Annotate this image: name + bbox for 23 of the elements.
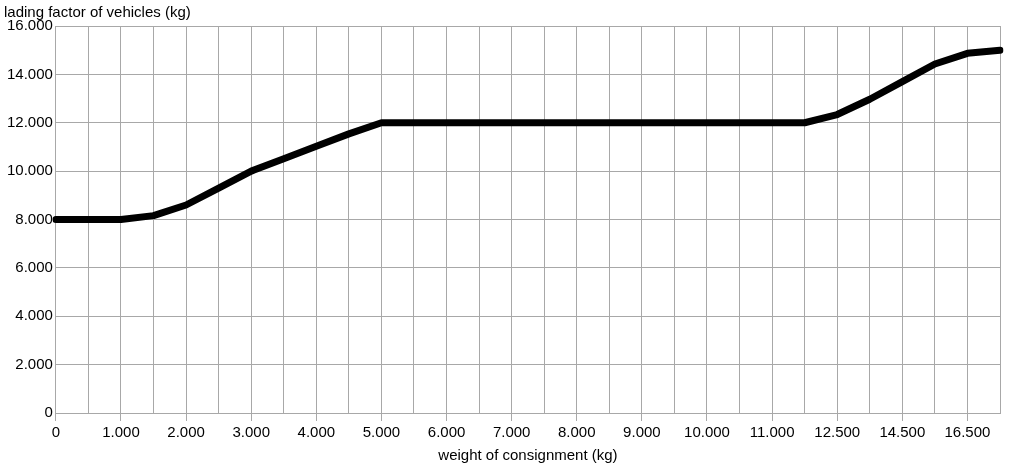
x-tick-label: 16.500 (944, 423, 991, 441)
x-tick-label: 3.000 (232, 423, 270, 441)
x-tick-label: 1.000 (102, 423, 140, 441)
x-axis-title: weight of consignment (kg) (437, 446, 618, 464)
y-tick-label: 2.000 (15, 354, 53, 372)
x-tick-label: 12.500 (814, 423, 861, 441)
y-tick-label: 10.000 (6, 161, 53, 179)
x-tick-label: 4.000 (297, 423, 336, 441)
y-tick-label: 6.000 (15, 258, 53, 276)
x-tick-label: 2.000 (167, 423, 205, 441)
x-tick-label: 9.000 (623, 423, 661, 441)
x-tick-label: 10.000 (684, 423, 730, 441)
y-tick-label: 0 (44, 403, 53, 421)
x-tick-label: 5.000 (362, 423, 401, 441)
x-tick-label: 11.000 (749, 423, 795, 441)
x-tick-label: 14.500 (879, 423, 926, 441)
x-tick-label: 6.000 (427, 423, 466, 441)
y-tick-label: 4.000 (15, 306, 53, 324)
y-tick-label: 12.000 (6, 112, 53, 130)
y-tick-label: 14.000 (6, 64, 53, 82)
x-tick-label: 8.000 (558, 423, 596, 441)
x-tick-label: 7.000 (492, 423, 531, 441)
y-tick-label: 8.000 (15, 209, 53, 227)
